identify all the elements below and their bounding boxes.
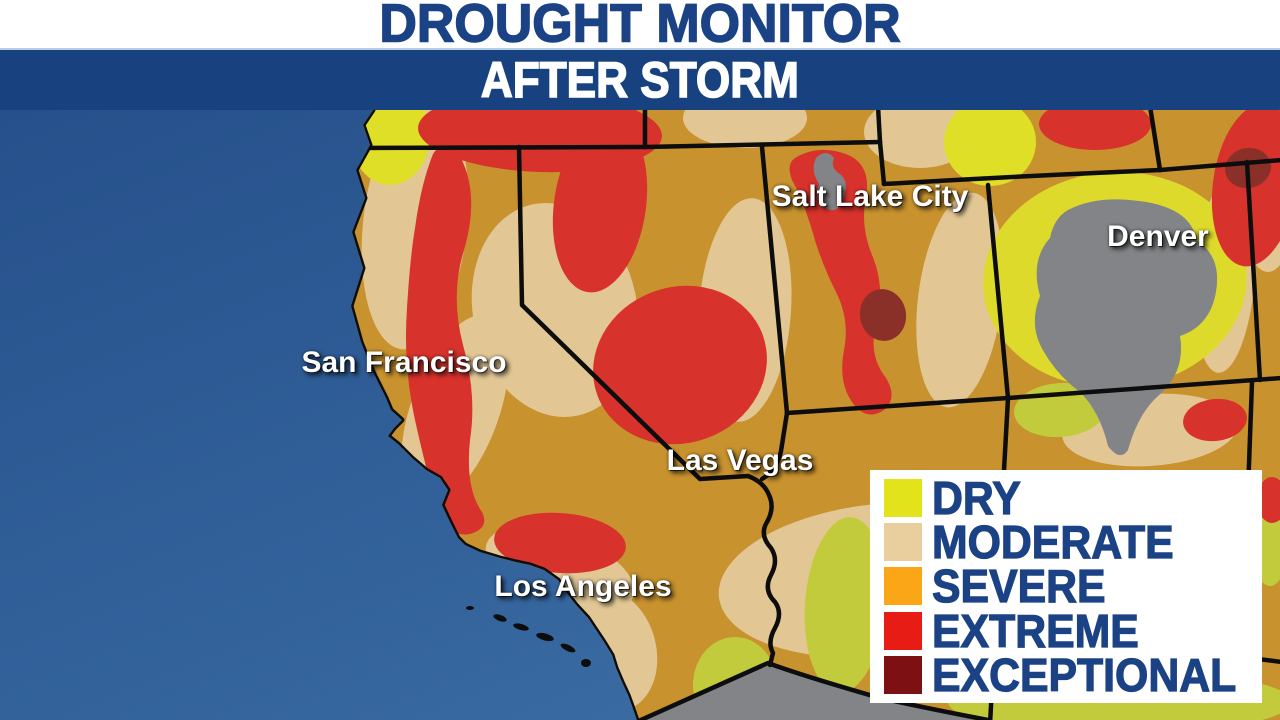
mexico-region bbox=[620, 662, 988, 720]
moderate-swatch bbox=[884, 523, 922, 562]
exceptional-label: EXCEPTIONAL bbox=[931, 648, 1237, 701]
legend-row-dry: DRY bbox=[884, 472, 1262, 525]
title-bar: DROUGHT MONITOR bbox=[0, 0, 1280, 54]
severe-swatch bbox=[884, 567, 922, 606]
drought-legend: DRY MODERATE SEVERE EXTREME EXCEPTIONAL bbox=[870, 470, 1262, 703]
city-label-san-francisco: San Francisco bbox=[301, 346, 507, 379]
city-label-denver: Denver bbox=[1107, 220, 1209, 253]
city-label-las-vegas: Las Vegas bbox=[666, 444, 814, 477]
legend-row-extreme: EXTREME bbox=[884, 604, 1262, 657]
extreme-regions bbox=[406, 110, 1280, 574]
legend-row-severe: SEVERE bbox=[884, 560, 1262, 613]
city-label-salt-lake-city: Salt Lake City bbox=[771, 180, 969, 213]
page-title: DROUGHT MONITOR bbox=[379, 0, 902, 54]
subtitle-banner: AFTER STORM bbox=[0, 48, 1280, 110]
moderate-label: MODERATE bbox=[931, 516, 1174, 569]
state-borders bbox=[354, 110, 1280, 720]
city-label-los-angeles: Los Angeles bbox=[494, 570, 672, 603]
drought-regions bbox=[351, 110, 1280, 720]
great-salt-lake bbox=[813, 153, 846, 211]
extreme-swatch bbox=[884, 611, 922, 650]
legend-row-moderate: MODERATE bbox=[884, 516, 1262, 569]
exceptional-swatch bbox=[884, 655, 922, 694]
severe-label: SEVERE bbox=[931, 560, 1106, 613]
dry-swatch bbox=[884, 479, 922, 518]
extreme-label: EXTREME bbox=[931, 604, 1139, 657]
colorado-river bbox=[745, 473, 782, 668]
page-subtitle: AFTER STORM bbox=[480, 51, 800, 108]
channel-islands bbox=[466, 606, 591, 667]
legend-row-exceptional: EXCEPTIONAL bbox=[884, 648, 1262, 701]
dry-label: DRY bbox=[931, 472, 1021, 525]
